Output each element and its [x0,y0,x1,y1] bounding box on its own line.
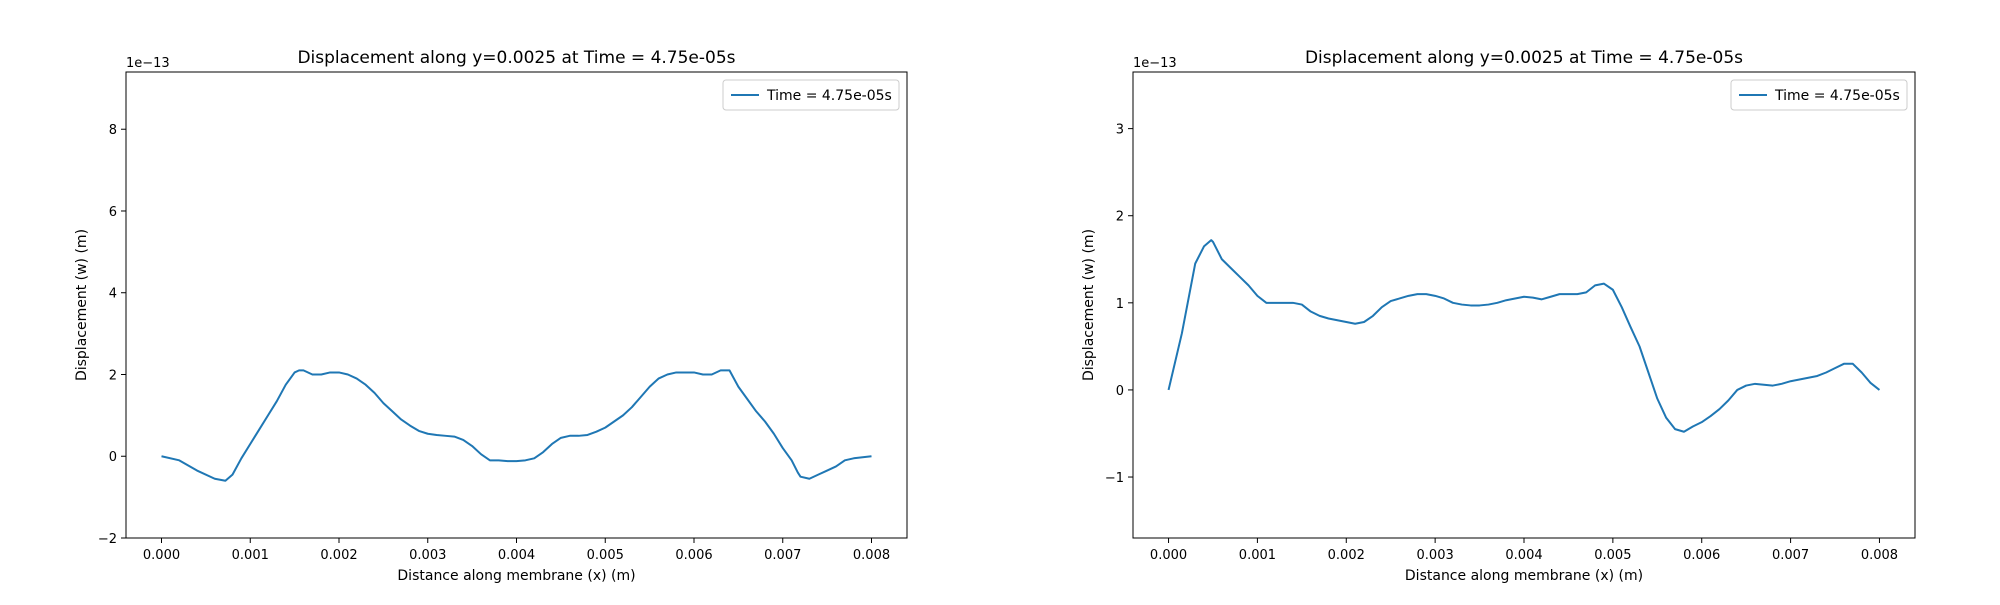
chart-2-x-tick-label: 0.003 [1417,548,1454,563]
chart-1-legend: Time = 4.75e-05s [722,79,900,111]
chart-1-x-axis-label: Distance along membrane (x) (m) [397,568,635,584]
chart-2-y-tick-label: 2 [1116,210,1124,225]
chart-1-x-tick-label: 0.008 [853,548,890,563]
chart-1-y-tick-label: 2 [109,368,117,383]
chart-1-x-tick-label: 0.001 [232,548,269,563]
chart-1-x-tick-label: 0.003 [409,548,446,563]
chart-1-y-tick-label: −2 [98,532,117,547]
chart-2-x-axis-label: Distance along membrane (x) (m) [1405,568,1643,584]
chart-1-y-tick-label: 8 [109,123,117,138]
chart-1-axes-frame [125,71,908,539]
chart-2-y-tick-label: −1 [1105,471,1124,486]
chart-2-legend-box [1730,79,1908,111]
chart-1-x-tick-label: 0.002 [320,548,357,563]
chart-2-y-tick-label: 1 [1116,297,1124,312]
chart-1-plot: Displacement along y=0.0025 at Time = 4.… [74,48,908,584]
chart-2-axes-frame [1132,71,1916,539]
chart-1-series-line [161,369,872,482]
chart-1-title: Displacement along y=0.0025 at Time = 4.… [297,48,735,68]
chart-1-y-tick-label: 0 [109,450,117,465]
chart-2-x-tick-label: 0.005 [1594,548,1631,563]
chart-2-x-tick-label: 0.004 [1505,548,1542,563]
chart-1-x-tick-label: 0.007 [764,548,801,563]
chart-1-x-tick-label: 0.005 [587,548,624,563]
chart-1-x-tick-label: 0.004 [498,548,535,563]
chart-1-y-tick-label: 4 [109,287,117,302]
chart-1-x-tick-label: 0.000 [143,548,180,563]
chart-2-y-tick-label: 0 [1116,384,1124,399]
chart-1-y-tick-label: 6 [109,205,117,220]
chart-1-y-offset-label: 1e−13 [126,56,170,71]
chart-2-x-tick-label: 0.007 [1772,548,1809,563]
chart-2-x-tick-label: 0.006 [1683,548,1720,563]
chart-2-y-offset-label: 1e−13 [1133,56,1177,71]
chart-2-legend: Time = 4.75e-05s [1730,79,1908,111]
chart-1-x-tick-label: 0.006 [675,548,712,563]
chart-2-plot: Displacement along y=0.0025 at Time = 4.… [1081,48,1916,584]
chart-2-legend-label: Time = 4.75e-05s [1774,88,1900,104]
chart-2-title: Displacement along y=0.0025 at Time = 4.… [1305,48,1743,68]
chart-2-x-tick-label: 0.008 [1861,548,1898,563]
chart-2-x-tick-label: 0.001 [1239,548,1276,563]
chart-2-y-tick-label: 3 [1116,123,1124,138]
chart-2-x-tick-label: 0.002 [1328,548,1365,563]
chart-2-y-axis-label: Displacement (w) (m) [1081,229,1097,381]
chart-2-series-line [1167,239,1881,433]
chart-2-x-tick-label: 0.000 [1150,548,1187,563]
chart-1-legend-box [722,79,900,111]
chart-1-y-axis-label: Displacement (w) (m) [74,229,90,381]
chart-1-legend-label: Time = 4.75e-05s [766,88,892,104]
